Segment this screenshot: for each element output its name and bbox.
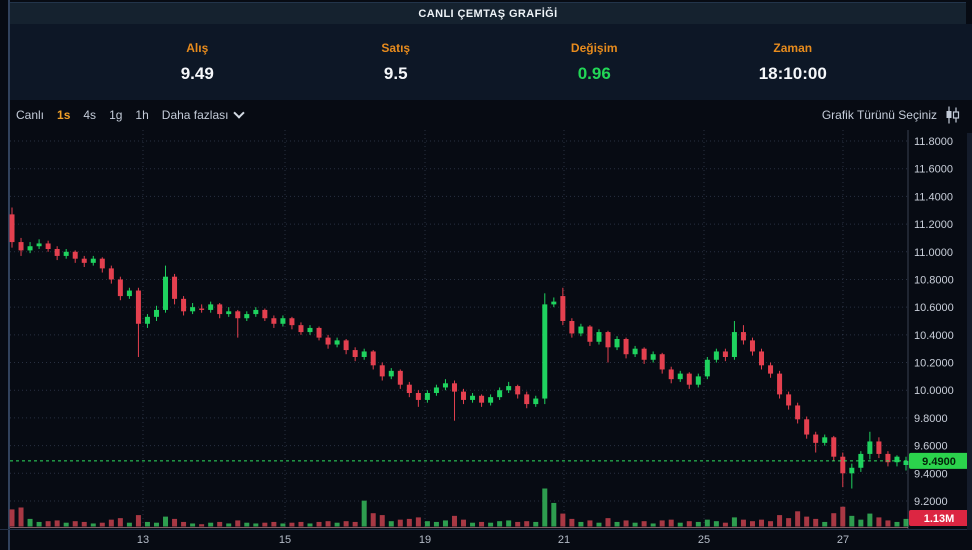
svg-text:11.2000: 11.2000 xyxy=(914,219,953,231)
chevron-down-icon xyxy=(233,107,246,119)
chart-toolbar: Canlı 1s 4s 1g 1h Daha fazlası Grafik Tü… xyxy=(10,100,972,130)
svg-text:9.4000: 9.4000 xyxy=(914,468,948,480)
svg-text:19: 19 xyxy=(419,534,431,546)
svg-text:25: 25 xyxy=(698,534,710,546)
svg-text:9.8000: 9.8000 xyxy=(914,413,948,425)
time-label: Zaman xyxy=(773,40,813,55)
last-price-badge: 9.4900 xyxy=(909,452,969,469)
more-timeframes-dropdown[interactable]: Daha fazlası xyxy=(161,107,246,122)
ask-label: Satış xyxy=(381,40,411,55)
quote-panel: Alış 9.49 Satış 9.5 Değişim 0.96 Zaman 1… xyxy=(10,24,972,100)
quote-field-time: Zaman 18:10:00 xyxy=(694,24,893,100)
timeframe-1h[interactable]: 1h xyxy=(135,108,149,122)
price-axis: 11.8000 11.6000 11.4000 11.2000 11.0000 10.80… xyxy=(907,130,954,530)
more-timeframes-label: Daha fazlası xyxy=(161,108,229,122)
bid-label: Alış xyxy=(186,40,209,55)
svg-text:11.8000: 11.8000 xyxy=(914,136,953,148)
quote-field-bid: Alış 9.49 xyxy=(98,24,297,100)
candlestick-chart[interactable]: 11.8000 11.6000 11.4000 11.2000 11.0000 10.80… xyxy=(0,130,972,550)
timeframe-group: Canlı 1s 4s 1g 1h Daha fazlası xyxy=(16,107,246,122)
candles xyxy=(9,207,909,489)
svg-text:9.6000: 9.6000 xyxy=(914,441,948,453)
svg-text:1.13M: 1.13M xyxy=(924,513,955,525)
svg-text:10.0000: 10.0000 xyxy=(914,385,954,397)
title-bar: CANLI ÇEMTAŞ GRAFİĞİ xyxy=(10,2,966,25)
grid xyxy=(10,130,908,528)
volume-bars xyxy=(9,488,909,527)
bid-value: 9.49 xyxy=(180,63,214,83)
chart-type-label: Grafik Türünü Seçiniz xyxy=(821,108,937,122)
timeframe-1g[interactable]: 1g xyxy=(109,108,123,122)
svg-text:10.4000: 10.4000 xyxy=(914,330,954,342)
timeframe-live[interactable]: Canlı xyxy=(16,108,45,122)
candlestick-icon xyxy=(946,106,960,124)
page-title: CANLI ÇEMTAŞ GRAFİĞİ xyxy=(418,7,558,20)
panel-left-border xyxy=(8,0,10,550)
svg-text:21: 21 xyxy=(558,534,570,546)
svg-text:10.8000: 10.8000 xyxy=(914,274,954,286)
quote-field-ask: Satış 9.5 xyxy=(297,24,496,100)
time-value: 18:10:00 xyxy=(758,63,827,83)
timeframe-1s[interactable]: 1s xyxy=(57,108,71,122)
change-value: 0.96 xyxy=(577,63,611,83)
scrollbar[interactable] xyxy=(967,133,972,530)
timeframe-4s[interactable]: 4s xyxy=(83,108,97,122)
svg-text:10.2000: 10.2000 xyxy=(914,358,954,370)
svg-text:11.4000: 11.4000 xyxy=(914,191,953,203)
svg-text:9.4900: 9.4900 xyxy=(922,456,956,468)
svg-text:15: 15 xyxy=(279,534,291,546)
svg-text:10.6000: 10.6000 xyxy=(914,302,954,314)
chart-type-selector[interactable]: Grafik Türünü Seçiniz xyxy=(822,106,960,124)
svg-text:27: 27 xyxy=(837,534,849,546)
quote-field-change: Değişim 0.96 xyxy=(495,24,694,100)
ask-value: 9.5 xyxy=(383,63,408,83)
svg-text:13: 13 xyxy=(137,534,149,546)
svg-text:9.2000: 9.2000 xyxy=(914,496,948,508)
svg-text:11.6000: 11.6000 xyxy=(914,164,953,176)
change-label: Değişim xyxy=(570,40,618,55)
svg-text:11.0000: 11.0000 xyxy=(914,247,953,259)
volume-badge: 1.13M xyxy=(909,510,969,526)
x-axis: 13 15 19 21 25 27 xyxy=(0,527,972,546)
